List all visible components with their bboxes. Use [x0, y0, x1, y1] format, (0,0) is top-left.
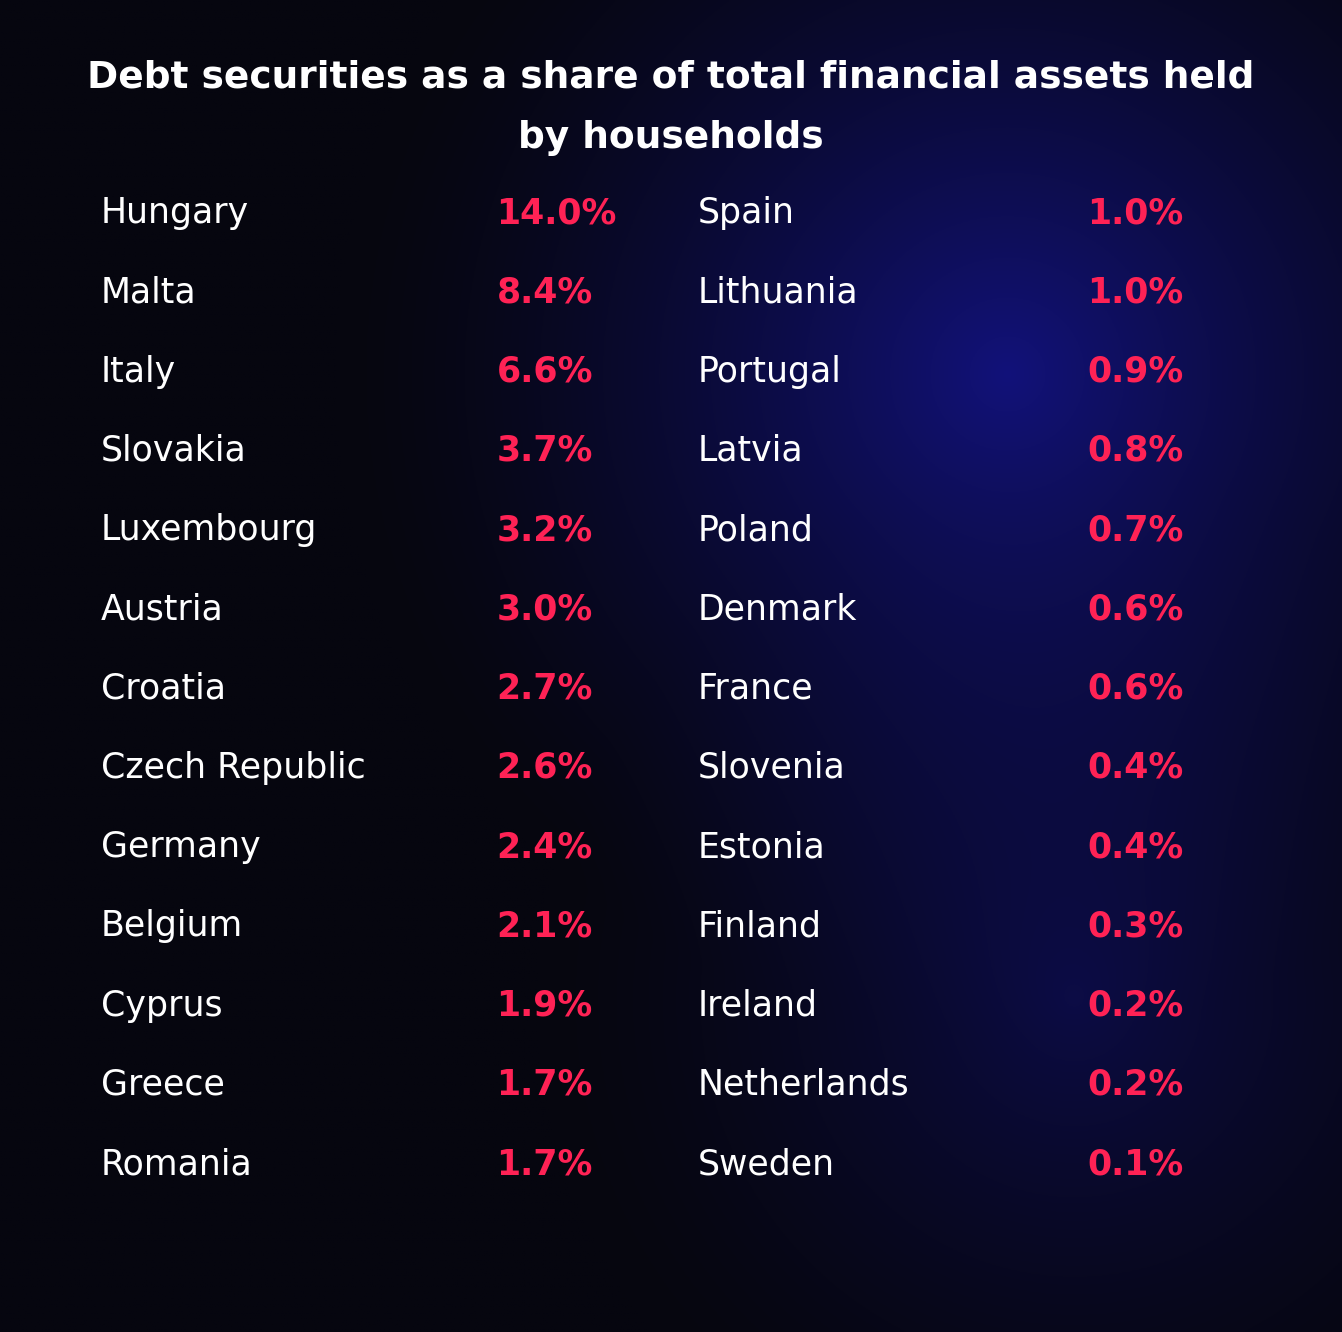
Text: 14.0%: 14.0%: [497, 196, 617, 230]
Text: Hungary: Hungary: [101, 196, 248, 230]
Text: Ireland: Ireland: [698, 988, 817, 1023]
Text: 0.8%: 0.8%: [1087, 434, 1184, 468]
Text: Germany: Germany: [101, 830, 260, 864]
Text: Finland: Finland: [698, 910, 821, 943]
Text: 0.2%: 0.2%: [1087, 988, 1184, 1023]
Text: 8.4%: 8.4%: [497, 276, 593, 309]
Text: 1.7%: 1.7%: [497, 1068, 593, 1102]
Text: France: France: [698, 671, 813, 706]
Text: Italy: Italy: [101, 354, 176, 389]
Text: Poland: Poland: [698, 513, 813, 547]
Text: Debt securities as a share of total financial assets held: Debt securities as a share of total fina…: [87, 60, 1255, 96]
Text: 2.4%: 2.4%: [497, 830, 593, 864]
Text: by households: by households: [518, 120, 824, 156]
Text: 1.0%: 1.0%: [1087, 276, 1184, 309]
Text: Netherlands: Netherlands: [698, 1068, 910, 1102]
Text: Croatia: Croatia: [101, 671, 225, 706]
Text: 2.7%: 2.7%: [497, 671, 593, 706]
Text: 0.3%: 0.3%: [1087, 910, 1184, 943]
Text: 6.6%: 6.6%: [497, 354, 593, 389]
Text: 0.4%: 0.4%: [1087, 751, 1184, 785]
Text: Luxembourg: Luxembourg: [101, 513, 317, 547]
Text: 0.2%: 0.2%: [1087, 1068, 1184, 1102]
Text: Belgium: Belgium: [101, 910, 243, 943]
Text: Slovakia: Slovakia: [101, 434, 247, 468]
Text: Lithuania: Lithuania: [698, 276, 859, 309]
Text: Portugal: Portugal: [698, 354, 841, 389]
Text: Estonia: Estonia: [698, 830, 825, 864]
Text: 0.6%: 0.6%: [1087, 593, 1184, 626]
Text: 0.1%: 0.1%: [1087, 1147, 1184, 1181]
Text: Slovenia: Slovenia: [698, 751, 845, 785]
Text: 3.0%: 3.0%: [497, 593, 593, 626]
Text: 3.2%: 3.2%: [497, 513, 593, 547]
Text: Austria: Austria: [101, 593, 223, 626]
Text: 0.9%: 0.9%: [1087, 354, 1184, 389]
Text: Latvia: Latvia: [698, 434, 804, 468]
Text: 2.6%: 2.6%: [497, 751, 593, 785]
Text: Cyprus: Cyprus: [101, 988, 223, 1023]
Text: Sweden: Sweden: [698, 1147, 835, 1181]
Text: 0.7%: 0.7%: [1087, 513, 1184, 547]
Text: 2.1%: 2.1%: [497, 910, 593, 943]
Text: 3.7%: 3.7%: [497, 434, 593, 468]
Text: 1.0%: 1.0%: [1087, 196, 1184, 230]
Text: Denmark: Denmark: [698, 593, 858, 626]
Text: 0.4%: 0.4%: [1087, 830, 1184, 864]
Text: Malta: Malta: [101, 276, 196, 309]
Text: 1.7%: 1.7%: [497, 1147, 593, 1181]
Text: Spain: Spain: [698, 196, 794, 230]
Text: Greece: Greece: [101, 1068, 224, 1102]
Text: Romania: Romania: [101, 1147, 252, 1181]
Text: 0.6%: 0.6%: [1087, 671, 1184, 706]
Text: 1.9%: 1.9%: [497, 988, 593, 1023]
Text: Czech Republic: Czech Republic: [101, 751, 365, 785]
